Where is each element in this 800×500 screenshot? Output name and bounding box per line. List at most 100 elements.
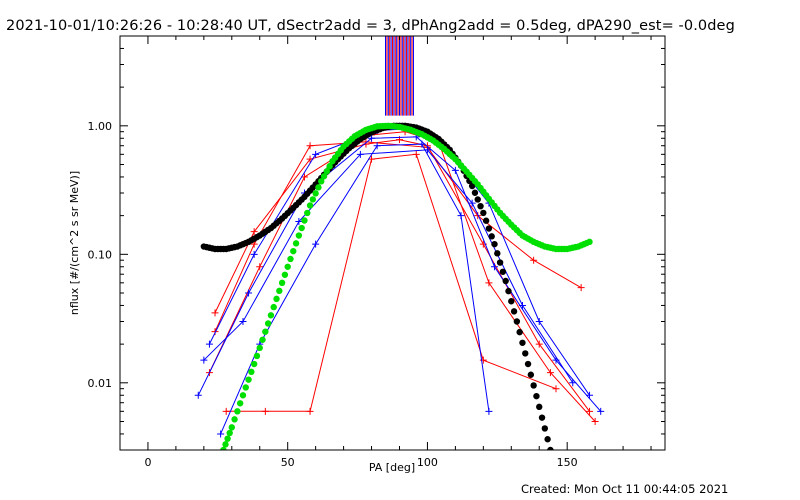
- model-green-point: [318, 178, 325, 185]
- spike-layer: [385, 36, 414, 116]
- model-black-point: [508, 298, 515, 305]
- model-black-point: [519, 339, 526, 346]
- x-tick-label: 0: [144, 456, 151, 469]
- series-red-point: [412, 150, 420, 158]
- model-green-point: [301, 217, 308, 224]
- model-green-point: [222, 441, 229, 448]
- model-black-point: [494, 250, 501, 257]
- model-black-point: [491, 240, 498, 248]
- model-green-point: [242, 384, 249, 391]
- model-black-point: [527, 371, 535, 378]
- model-black-point: [474, 196, 481, 203]
- model-green-point: [250, 360, 258, 368]
- series-red-point: [211, 309, 219, 317]
- series-red-point: [474, 212, 482, 220]
- model-green-point: [278, 279, 286, 287]
- model-black-point: [482, 217, 490, 224]
- model-green-point: [309, 196, 317, 203]
- model-black-point: [499, 268, 507, 275]
- model-green-point: [264, 320, 272, 327]
- model-green-point: [239, 392, 247, 399]
- series-blue-point: [485, 407, 493, 415]
- model-green-point: [292, 240, 300, 247]
- model-green-point: [586, 238, 593, 246]
- series-red-point: [586, 407, 594, 415]
- series-red-point: [546, 369, 554, 377]
- model-green-point: [287, 255, 294, 263]
- model-green-point: [295, 232, 303, 239]
- series-blue-point: [491, 263, 499, 271]
- series-red-point: [261, 407, 269, 415]
- x-axis-label: PA [deg]: [369, 461, 415, 474]
- model-green-point: [256, 344, 263, 352]
- series-blue-point: [239, 318, 247, 326]
- series-blue-point: [468, 199, 476, 207]
- series-red-point: [256, 263, 264, 271]
- model-green-point: [234, 408, 241, 415]
- series-blue-point: [194, 391, 202, 399]
- y-axis-label: nflux [#/(cm^2 s sr MeV)]: [68, 171, 81, 315]
- model-green-point: [226, 429, 233, 437]
- series-blue-point: [368, 134, 376, 142]
- model-black-point: [524, 360, 532, 368]
- series-blue-point: [423, 146, 431, 154]
- x-tick-label: 100: [417, 456, 438, 469]
- series-blue-point: [597, 407, 605, 415]
- model-green-point: [306, 202, 314, 209]
- series-blue-trace: [197, 136, 602, 412]
- axes: 0 50 100 150 0.01 0.10 1.00: [88, 35, 665, 469]
- series-blue-point: [457, 212, 465, 220]
- model-black-point: [516, 328, 523, 336]
- model-green-point: [276, 287, 283, 295]
- model-black-point: [541, 425, 549, 432]
- series-blue-point: [295, 218, 303, 226]
- model-green-point: [315, 184, 322, 191]
- model-black-point: [505, 287, 512, 295]
- series-red-trace: [214, 139, 590, 412]
- model-black-point: [480, 209, 487, 217]
- model-green-point: [326, 163, 333, 170]
- model-green-point: [281, 271, 289, 278]
- model-black-point: [522, 350, 529, 357]
- model-green-point: [320, 173, 328, 180]
- model-black-point: [533, 392, 540, 400]
- model-black-point: [471, 189, 479, 196]
- series-red-point: [306, 407, 314, 415]
- model-green-point: [236, 400, 244, 407]
- model-green-point: [323, 168, 331, 175]
- series-red-point: [485, 279, 493, 287]
- series-red-trace: [208, 131, 596, 422]
- series-blue-point: [451, 166, 459, 174]
- y-tick-label: 0.01: [88, 377, 113, 390]
- model-green-point: [253, 352, 261, 360]
- series-red-point: [211, 328, 219, 336]
- model-black-point: [536, 403, 543, 411]
- model-black-point: [538, 414, 546, 421]
- series-blue-point: [312, 240, 320, 248]
- series-blue-point: [245, 289, 253, 297]
- series-blue-point: [586, 391, 594, 399]
- model-green-point: [270, 303, 277, 311]
- model-green-point: [273, 295, 280, 303]
- x-tick-label: 150: [557, 456, 578, 469]
- series-red-point: [577, 284, 585, 292]
- series-red-point: [591, 417, 599, 425]
- model-black-point: [496, 259, 504, 266]
- model-black-point: [485, 225, 493, 232]
- model-green-point: [262, 328, 269, 335]
- series-blue-trace: [203, 149, 574, 384]
- series-red-point: [250, 228, 258, 236]
- x-tick-label: 50: [281, 456, 295, 469]
- model-green-point: [312, 190, 319, 197]
- model-curves-layer: [200, 122, 593, 450]
- model-green-point: [228, 424, 235, 431]
- model-black-point: [477, 202, 484, 210]
- model-green-point: [298, 224, 305, 232]
- model-black-point: [530, 382, 537, 389]
- model-green-point: [220, 446, 227, 450]
- series-blue-point: [569, 379, 577, 387]
- series-blue-point: [217, 430, 225, 438]
- model-green-point: [231, 416, 238, 423]
- series-red-point: [552, 385, 560, 393]
